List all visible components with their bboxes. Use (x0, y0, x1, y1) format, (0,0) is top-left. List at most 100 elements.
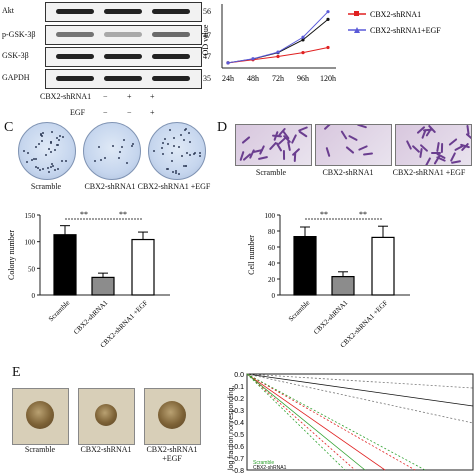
transwell-caption: CBX2-shRNA1 +EGF (392, 168, 466, 177)
transwell-caption: Scramble (255, 168, 287, 177)
colony-dot (47, 166, 50, 169)
y-tick-label: 0.0 (234, 372, 244, 379)
cell-streak (345, 145, 355, 154)
colony-dot (171, 159, 174, 162)
colony-dot (26, 151, 29, 154)
colony-dot (175, 170, 178, 173)
colony-dot (162, 142, 165, 145)
condition-label-shrna: CBX2-shRNA1 (40, 92, 92, 101)
colony-dot (36, 166, 39, 169)
blot-label-akt: Akt (2, 6, 14, 15)
blot-size-pgsk: 47 (203, 31, 211, 40)
y-tick-label: -0.5 (232, 432, 244, 439)
transwell-caption: CBX2-shRNA1 (322, 168, 374, 177)
y-tick-label: 100 (265, 212, 276, 220)
colony-dot (64, 160, 67, 163)
colony-dot (198, 154, 201, 157)
cell-streak (363, 152, 374, 156)
colony-dot (35, 165, 38, 168)
x-tick-label: 96h (297, 74, 309, 83)
colony-dot (33, 157, 35, 160)
colony-dot (152, 149, 155, 152)
colony-dot (188, 153, 191, 156)
colony-dot (165, 167, 168, 170)
cell-streak (241, 136, 251, 145)
blot-size-akt: 56 (203, 7, 211, 16)
legend-label: CBX2-shRNA1 (253, 465, 287, 471)
blot-row-akt (45, 2, 202, 22)
dilution-line (246, 373, 356, 471)
condition-mark: + (150, 92, 155, 101)
dish-caption: Scramble (30, 182, 62, 191)
sphere-caption: CBX2-shRNA1 +EGF (146, 445, 198, 463)
legend-label: Scramble (253, 460, 274, 466)
colony-dot (100, 158, 103, 161)
sphere-caption: CBX2-shRNA1 (80, 445, 132, 454)
colony-dot (39, 169, 42, 172)
colony-dot (183, 164, 186, 167)
colony-dot (40, 135, 43, 138)
bar (131, 238, 155, 296)
colony-dot (183, 138, 186, 141)
blot-band (56, 54, 94, 59)
colony-dish (148, 122, 206, 180)
colony-dot (31, 158, 34, 161)
colony-dot (37, 143, 40, 146)
cell-streak (348, 135, 359, 142)
condition-mark: − (103, 92, 108, 101)
data-point (276, 50, 280, 54)
y-tick-label: -0.2 (232, 396, 244, 403)
bar (331, 275, 355, 296)
data-point (226, 61, 230, 65)
sphere-image-egf (144, 388, 201, 445)
data-point (326, 10, 330, 14)
x-tick-label: CBX2-shRNA1 (72, 298, 110, 336)
colony-dish (83, 122, 141, 180)
data-point (276, 54, 280, 59)
cell-streak (465, 132, 471, 142)
colony-dot (171, 152, 174, 155)
data-point (251, 57, 255, 61)
condition-label-egf: EGF (70, 108, 86, 117)
colony-dot (103, 157, 106, 160)
colony-dot (23, 149, 26, 152)
x-tick-label: 24h (222, 74, 234, 83)
y-axis-label: log fraction nonresponding (228, 387, 235, 470)
colony-dot (97, 146, 100, 149)
colony-dot (34, 145, 37, 148)
cell-streak (424, 157, 432, 165)
colony-dot (49, 166, 52, 169)
colony-dot (50, 131, 53, 134)
blot-band (152, 9, 190, 14)
colony-dot (171, 170, 174, 173)
blot-label-gapdh: GAPDH (2, 73, 30, 82)
colony-dot (161, 147, 164, 150)
data-point (326, 17, 330, 21)
cell-streak (340, 130, 348, 141)
blot-band (104, 32, 142, 37)
panel-letter-e: E (12, 365, 21, 380)
colony-dot (57, 138, 60, 141)
colony-dot (185, 128, 188, 131)
sphere-image-scramble (12, 388, 69, 445)
colony-dot (58, 134, 61, 137)
dish-caption: CBX2-shRNA1 (84, 182, 136, 191)
significance-label: ** (359, 210, 367, 219)
transwell-image (235, 124, 312, 166)
x-tick-label: Scramble (47, 299, 71, 323)
colony-dot (188, 131, 191, 134)
colony-dot (194, 151, 197, 154)
colony-dot (49, 150, 52, 153)
cell-streak (448, 138, 458, 147)
condition-mark: − (127, 108, 132, 117)
cell-streak (257, 155, 268, 161)
cell-streak (325, 147, 331, 158)
y-axis-label: Colony number (7, 230, 16, 280)
legend-label: CBX2-shRNA1+EGF (370, 26, 441, 35)
plot-frame (246, 373, 474, 471)
blot-band (56, 9, 94, 14)
colony-dot (57, 143, 60, 146)
legend-marker (354, 11, 359, 16)
colony-dot (54, 169, 57, 172)
